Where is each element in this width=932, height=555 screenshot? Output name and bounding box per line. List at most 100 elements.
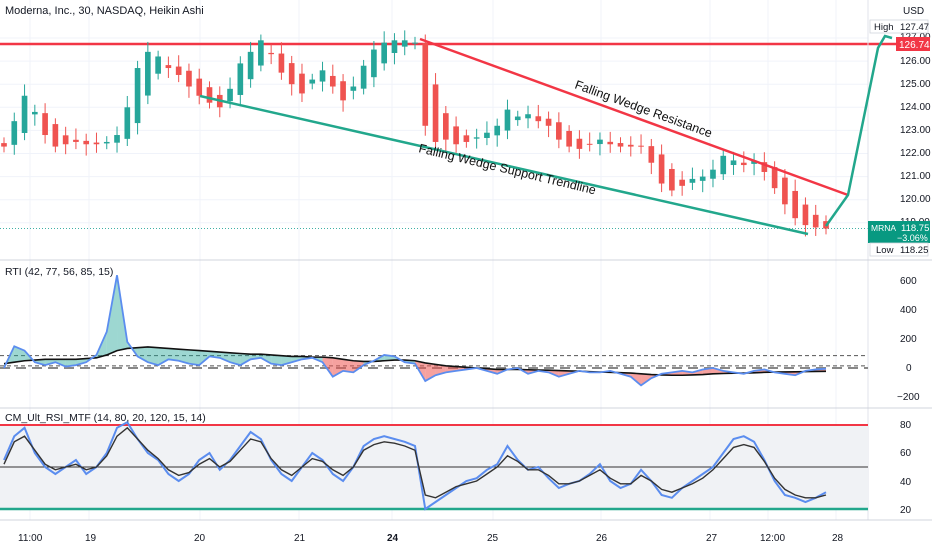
candle <box>494 118 501 147</box>
candle-body <box>155 56 161 74</box>
candle <box>93 132 100 153</box>
rti-fill-segment <box>178 349 189 364</box>
candle-body <box>1 143 7 147</box>
price-tick: 122.00 <box>900 148 931 159</box>
candle <box>278 42 285 80</box>
rti-fill-segment <box>271 354 282 366</box>
rti-fill-segment <box>199 350 210 366</box>
candle <box>525 105 531 129</box>
breakout-projection-path[interactable] <box>824 34 893 227</box>
candle-body <box>761 162 768 172</box>
candle-body <box>227 88 233 102</box>
candle <box>453 116 459 153</box>
candle-body <box>288 63 295 85</box>
candle <box>196 68 203 105</box>
candle-body <box>93 142 100 145</box>
rti-fill-segment <box>147 346 159 366</box>
resistance-price-value: 126.74 <box>899 40 930 51</box>
symbol-badge: MRNA <box>871 223 896 233</box>
candle <box>463 129 470 148</box>
candle <box>299 63 305 102</box>
time-tick: 25 <box>487 533 499 544</box>
candle <box>627 136 634 157</box>
price-axis[interactable]: 127.00 126.00 125.00 124.00 123.00 122.0… <box>900 32 931 228</box>
last-price-badge: MRNA 118.75 −3.06% <box>868 221 930 243</box>
candle-body <box>545 118 552 126</box>
candle-body <box>134 68 141 124</box>
candle <box>442 106 449 151</box>
candle <box>730 151 737 175</box>
candle <box>473 128 480 149</box>
candle-body <box>401 40 408 47</box>
candle-body <box>453 126 459 145</box>
candle-body <box>52 124 59 147</box>
candle-body <box>771 167 778 189</box>
candle <box>309 73 316 90</box>
price-tick: 126.00 <box>900 56 931 67</box>
candle-body <box>669 168 675 191</box>
candle <box>371 41 377 88</box>
candle-body <box>740 162 747 166</box>
candle-body <box>145 51 151 96</box>
candle <box>175 55 182 83</box>
low-value: 118.25 <box>900 245 928 256</box>
low-label: Low <box>876 245 894 256</box>
candle <box>648 138 655 175</box>
wedge-support-line[interactable] <box>199 94 809 236</box>
rti-tick: 0 <box>906 363 912 374</box>
candle-body <box>586 143 593 145</box>
price-pane[interactable] <box>0 30 896 237</box>
time-axis[interactable]: 11:00 19 20 21 24 25 26 27 12:00 28 <box>18 533 844 544</box>
candle-body <box>114 135 120 143</box>
candle-body <box>720 155 727 175</box>
rti-fill-segment <box>219 352 231 363</box>
rti-fill-segment <box>106 275 118 355</box>
candle <box>607 131 614 153</box>
candle-body <box>463 135 470 142</box>
candle-body <box>350 86 357 91</box>
currency-label: USD <box>903 6 924 17</box>
candle-body <box>525 114 531 119</box>
candle <box>432 73 439 150</box>
time-tick: 11:00 <box>18 533 43 544</box>
candle <box>83 133 90 156</box>
candle-body <box>679 179 685 186</box>
candle <box>114 126 120 153</box>
rti-pane[interactable] <box>0 275 868 387</box>
candle-body <box>730 160 737 166</box>
candle-body <box>73 139 79 142</box>
candle <box>134 60 141 135</box>
wedge-resistance-line[interactable] <box>419 37 849 197</box>
time-tick: 20 <box>194 533 206 544</box>
candle-body <box>432 84 439 142</box>
candle <box>761 152 768 181</box>
candle <box>360 59 367 95</box>
candle-body <box>186 70 192 87</box>
candle <box>103 136 110 150</box>
rsi-pane[interactable] <box>0 420 868 511</box>
candle-body <box>648 146 655 163</box>
candle-body <box>31 111 38 115</box>
candle-body <box>278 53 285 73</box>
candle-body <box>802 204 809 226</box>
candle <box>268 44 274 65</box>
candle <box>484 121 490 146</box>
candle <box>617 137 624 153</box>
candle <box>504 99 511 140</box>
candle-body <box>412 42 418 44</box>
candle-body <box>422 43 429 126</box>
candle <box>689 167 696 190</box>
candle <box>165 56 172 78</box>
candle-body <box>258 40 264 66</box>
candle <box>1 137 7 153</box>
rsi-axis: 80 60 40 20 <box>900 420 912 516</box>
candle-body <box>710 169 716 179</box>
candle-body <box>124 107 131 139</box>
candle-body <box>812 214 819 228</box>
rti-fill-segment <box>137 346 148 363</box>
candle-body <box>494 125 501 136</box>
candle <box>812 204 819 236</box>
candle-body <box>792 190 799 219</box>
